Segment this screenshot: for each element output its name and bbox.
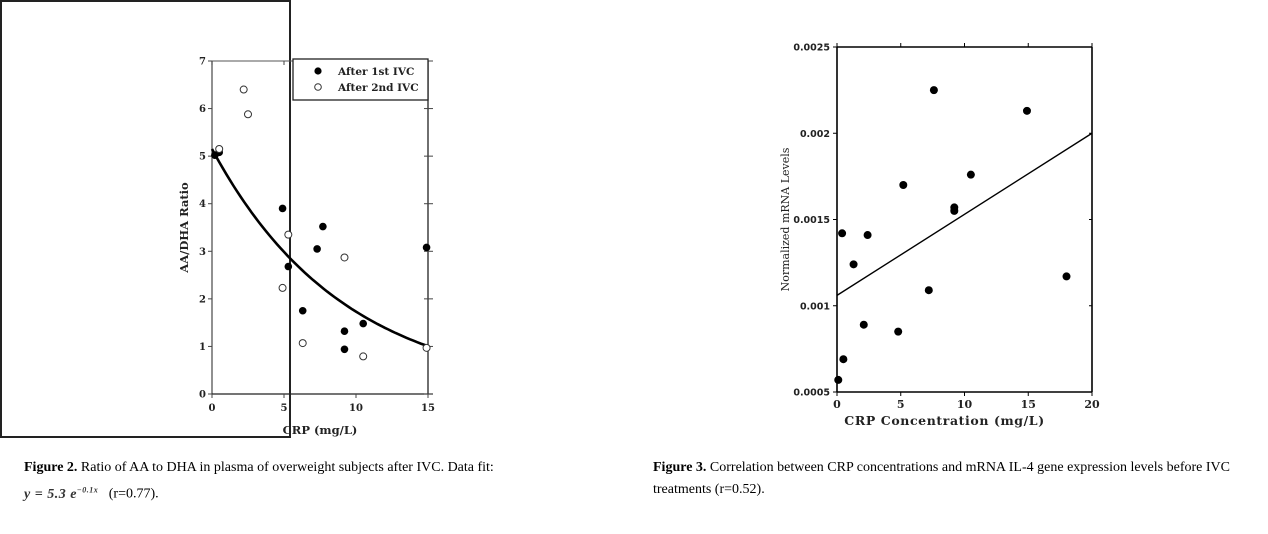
x-tick-label: 15 bbox=[421, 403, 435, 414]
figure-2-fit-curve bbox=[210, 148, 429, 348]
figure-3-caption: Figure 3. Correlation between CRP concen… bbox=[653, 457, 1253, 501]
legend-marker-filled bbox=[314, 67, 322, 75]
y-tick-label: 0.0025 bbox=[793, 43, 830, 54]
data-point bbox=[899, 181, 908, 189]
data-point bbox=[863, 231, 872, 240]
data-point-after-2nd-ivc bbox=[422, 343, 431, 352]
data-point-after-1st-ivc bbox=[278, 204, 287, 213]
x-tick-label: 15 bbox=[1021, 398, 1036, 411]
figure-3-fit-line bbox=[836, 132, 1093, 296]
data-point bbox=[924, 286, 933, 295]
figure-2-caption-label: Figure 2. bbox=[24, 460, 78, 475]
data-point bbox=[894, 327, 903, 336]
legend-label: After 2nd IVC bbox=[337, 82, 419, 94]
y-tick-label: 5 bbox=[199, 152, 206, 163]
y-tick-label: 0.0015 bbox=[793, 215, 830, 226]
legend-marker-open bbox=[314, 83, 322, 91]
x-tick-label: 20 bbox=[1084, 398, 1100, 411]
x-tick-label: 0 bbox=[209, 403, 216, 414]
figure-2-formula: y = 5.3 e−0.1x bbox=[24, 485, 99, 502]
formula-exponent: −0.1x bbox=[76, 485, 99, 494]
data-point-after-1st-ivc bbox=[298, 306, 307, 315]
fit-curve bbox=[210, 148, 429, 348]
y-tick-label: 0.0005 bbox=[793, 388, 830, 399]
data-point-after-2nd-ivc bbox=[278, 283, 287, 292]
y-tick-label: 1 bbox=[199, 342, 206, 353]
data-point-after-1st-ivc bbox=[359, 319, 368, 328]
y-tick-label: 0 bbox=[199, 390, 206, 401]
data-point-after-2nd-ivc bbox=[359, 352, 368, 361]
figure-3-axes: 0.0005 0.001 0.0015 0.002 0.0025 0 5 10 15 20 CRP … bbox=[779, 43, 1100, 429]
y-tick-label: 3 bbox=[199, 247, 206, 258]
figure-2-legend: After 1st IVC After 2nd IVC bbox=[292, 58, 429, 101]
data-point bbox=[929, 86, 938, 95]
figure-2-points bbox=[211, 85, 431, 361]
data-point bbox=[849, 260, 858, 269]
y-axis-label: AA/DHA Ratio bbox=[177, 182, 191, 274]
data-point-after-2nd-ivc bbox=[340, 253, 349, 262]
data-point-after-1st-ivc bbox=[284, 262, 293, 271]
x-tick-label: 0 bbox=[833, 398, 841, 411]
figure-2-axes: 0 1 2 3 4 5 6 7 0 5 10 15 CRP (mg/L) AA/DHA Ratio bbox=[177, 57, 435, 438]
figure-3-points bbox=[834, 86, 1071, 384]
y-tick-label: 6 bbox=[199, 104, 206, 115]
x-axis-label: CRP Concentration (mg/L) bbox=[844, 413, 1044, 428]
formula-base: y = 5.3 e bbox=[24, 486, 77, 502]
data-point bbox=[966, 170, 975, 179]
figure-3-chart: 0.0005 0.001 0.0015 0.002 0.0025 0 5 10 15 20 CRP … bbox=[779, 43, 1100, 429]
figure-2-caption-tail: (r=0.77). bbox=[98, 486, 159, 502]
y-tick-label: 4 bbox=[199, 199, 206, 210]
data-point-after-1st-ivc bbox=[340, 345, 349, 354]
x-tick-label: 5 bbox=[897, 398, 905, 411]
data-point-after-2nd-ivc bbox=[298, 339, 307, 348]
figure-3-caption-text: Correlation between CRP concentrations a… bbox=[653, 460, 1230, 497]
data-point-after-1st-ivc bbox=[319, 222, 327, 231]
y-tick-label: 7 bbox=[199, 57, 206, 68]
data-point-after-2nd-ivc bbox=[284, 230, 293, 239]
y-axis-label: Normalized mRNA Levels bbox=[779, 147, 792, 291]
figure-2-caption: Figure 2. Ratio of AA to DHA in plasma o… bbox=[24, 457, 644, 506]
data-point bbox=[838, 229, 847, 238]
x-axis-label: CRP (mg/L) bbox=[283, 423, 358, 437]
data-point bbox=[839, 355, 848, 364]
figure-2-caption-text: Ratio of AA to DHA in plasma of overweig… bbox=[77, 460, 494, 475]
y-tick-label: 0.002 bbox=[800, 129, 830, 140]
y-tick-label: 0.001 bbox=[800, 301, 830, 312]
figure-2-frame bbox=[0, 0, 291, 438]
data-point bbox=[1062, 272, 1071, 281]
data-point-after-1st-ivc bbox=[313, 245, 321, 253]
data-point bbox=[950, 203, 959, 212]
regression-line bbox=[836, 132, 1093, 296]
data-point-after-2nd-ivc bbox=[239, 85, 248, 94]
x-tick-label: 10 bbox=[957, 398, 973, 411]
y-tick-label: 2 bbox=[199, 294, 206, 305]
x-tick-label: 5 bbox=[281, 403, 288, 414]
data-point bbox=[859, 320, 868, 329]
data-point-after-2nd-ivc bbox=[215, 145, 224, 154]
figure-3-caption-label: Figure 3. bbox=[653, 460, 707, 475]
figure-2-chart: 0 1 2 3 4 5 6 7 0 5 10 15 CRP (mg/L) AA/DHA Ratio Aft… bbox=[177, 57, 435, 438]
data-point bbox=[834, 375, 843, 384]
x-tick-label: 10 bbox=[349, 403, 363, 414]
legend-label: After 1st IVC bbox=[337, 66, 414, 78]
data-point-after-1st-ivc bbox=[340, 327, 349, 336]
data-point-after-2nd-ivc bbox=[244, 110, 252, 119]
data-point-after-1st-ivc bbox=[422, 243, 431, 252]
legend-box bbox=[292, 58, 429, 101]
data-point bbox=[1022, 106, 1031, 115]
